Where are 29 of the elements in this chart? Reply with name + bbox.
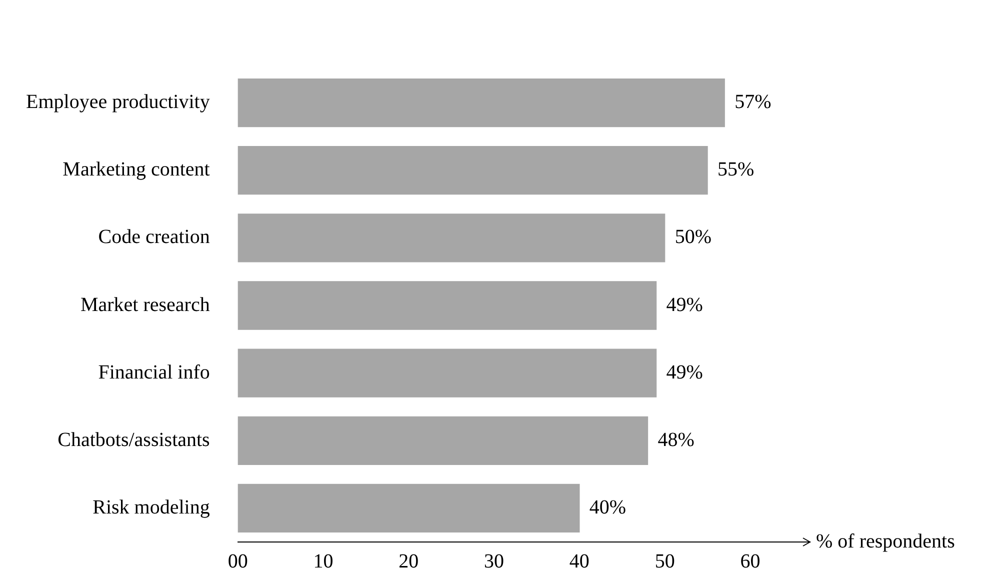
data-label: 49%	[666, 294, 703, 316]
x-tick-label: 60	[740, 550, 760, 572]
x-tick-label: 00	[228, 550, 248, 572]
data-label: 49%	[666, 361, 703, 384]
x-tick-label: 50	[654, 550, 675, 572]
data-label: 50%	[674, 226, 712, 248]
y-tick-label: Marketing content	[62, 158, 210, 181]
x-axis-title: % of respondents	[816, 530, 956, 552]
bar	[238, 214, 666, 262]
y-tick-label: Code creation	[98, 226, 210, 248]
data-label: 57%	[734, 91, 772, 114]
x-tick-label: 30	[484, 550, 504, 572]
y-tick-label: Market research	[80, 294, 210, 316]
data-label: 48%	[658, 428, 694, 451]
x-tick-label: 10	[313, 550, 334, 572]
data-label: 40%	[589, 496, 626, 518]
y-tick-label: Financial info	[98, 361, 210, 384]
bar	[238, 78, 725, 128]
bar	[238, 146, 708, 195]
bar	[238, 348, 657, 398]
bar	[238, 484, 580, 533]
y-tick-label: Risk modeling	[92, 496, 210, 518]
data-label: 55%	[718, 158, 754, 181]
bar	[238, 416, 648, 465]
y-tick-label: Employee productivity	[26, 91, 210, 114]
x-tick-label: 40	[569, 550, 590, 572]
y-tick-label: Chatbots/assistants	[58, 428, 210, 451]
x-tick-label: 20	[398, 550, 419, 572]
bar	[238, 281, 657, 330]
